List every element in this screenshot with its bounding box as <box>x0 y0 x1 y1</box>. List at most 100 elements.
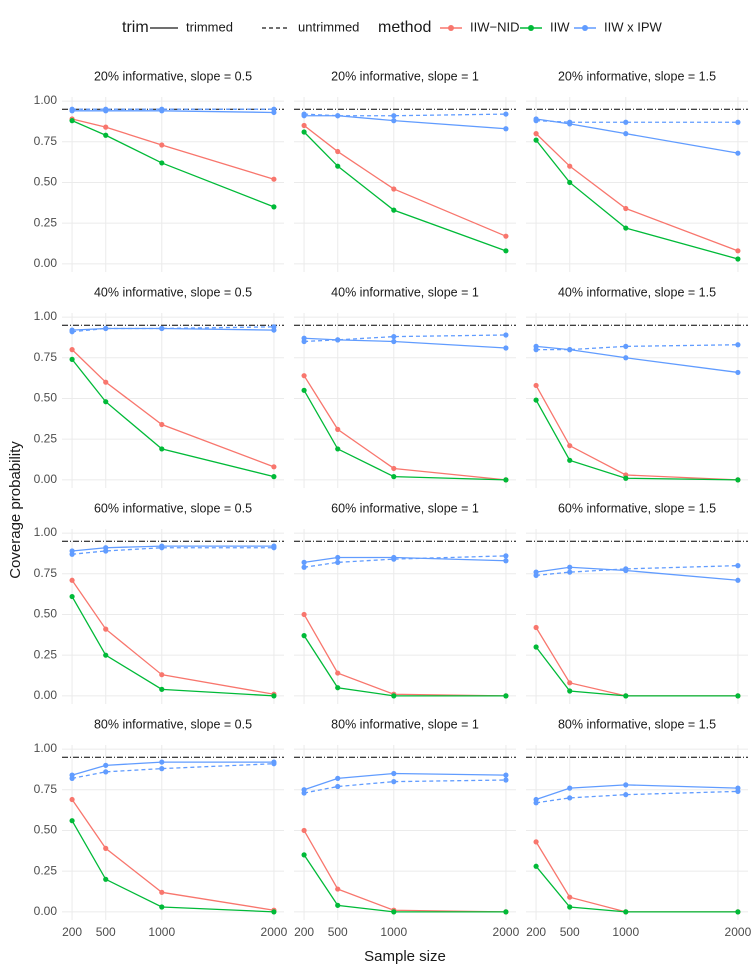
series-line <box>72 326 274 333</box>
data-point <box>735 693 741 699</box>
data-point <box>335 554 341 561</box>
series-line <box>72 110 274 114</box>
data-point <box>103 132 109 138</box>
panel-title: 20% informative, slope = 1 <box>331 69 479 83</box>
data-point <box>567 347 573 353</box>
data-point <box>623 693 629 699</box>
data-point <box>503 126 509 132</box>
data-point <box>159 889 165 895</box>
data-point <box>567 564 573 570</box>
series-line <box>535 784 738 801</box>
y-tick-label: 0.75 <box>34 134 58 148</box>
data-point <box>301 790 307 796</box>
panel-title: 60% informative, slope = 1.5 <box>558 501 716 515</box>
data-point <box>503 111 509 117</box>
data-point <box>159 142 165 148</box>
data-point <box>503 777 509 783</box>
data-point <box>623 343 629 349</box>
data-point <box>533 347 539 353</box>
series-line <box>71 118 275 180</box>
data-point <box>159 686 165 692</box>
data-point <box>533 863 539 869</box>
data-point <box>533 131 539 137</box>
data-point <box>103 762 109 768</box>
data-point <box>623 119 629 125</box>
series-line <box>303 124 507 237</box>
x-tick-label: 200 <box>294 925 314 939</box>
data-point <box>271 761 277 767</box>
y-axis-label: Coverage probability <box>7 441 24 579</box>
data-point <box>271 106 277 112</box>
data-point <box>159 766 165 772</box>
data-point <box>735 248 741 254</box>
legend-label: IIW <box>550 19 570 34</box>
data-point <box>69 551 75 557</box>
data-point <box>301 338 307 345</box>
series-line <box>303 635 506 697</box>
series-line <box>304 337 506 349</box>
series-line <box>71 120 275 208</box>
data-point <box>533 118 539 124</box>
data-point <box>103 106 109 112</box>
data-point <box>567 119 573 125</box>
data-point <box>301 611 307 618</box>
data-point <box>103 124 109 130</box>
data-point <box>567 904 573 910</box>
panel-title: 60% informative, slope = 1 <box>331 501 479 515</box>
series-line <box>303 375 506 481</box>
series-line <box>72 327 274 331</box>
data-point <box>301 559 307 565</box>
y-tick-label: 0.25 <box>34 863 58 877</box>
data-point <box>69 593 75 600</box>
data-point <box>271 204 277 210</box>
series-line <box>535 646 738 697</box>
data-point <box>391 334 397 340</box>
data-point <box>103 652 109 658</box>
series-line <box>535 399 738 481</box>
data-point <box>735 342 741 348</box>
data-point <box>623 792 629 798</box>
data-point <box>567 443 573 449</box>
data-point <box>735 563 741 569</box>
x-axis-label: Sample size <box>364 948 446 965</box>
panel-title: 20% informative, slope = 0.5 <box>94 69 252 83</box>
x-tick-label: 500 <box>560 925 580 939</box>
data-point <box>567 680 573 686</box>
data-point <box>301 387 307 393</box>
data-point <box>103 325 109 332</box>
data-point <box>503 553 509 559</box>
data-point <box>533 397 539 403</box>
y-tick-label: 0.25 <box>34 215 58 229</box>
data-point <box>271 324 277 330</box>
y-tick-label: 0.50 <box>34 391 58 405</box>
legend-swatch <box>528 25 534 31</box>
panel-title: 40% informative, slope = 1.5 <box>558 285 716 299</box>
data-point <box>103 876 109 882</box>
series-line <box>535 139 739 260</box>
data-point <box>735 150 741 156</box>
data-point <box>301 111 307 117</box>
data-point <box>301 373 307 379</box>
series-line <box>303 779 506 794</box>
data-point <box>301 564 307 570</box>
data-point <box>623 782 629 788</box>
x-tick-label: 200 <box>526 925 546 939</box>
data-point <box>335 783 341 790</box>
panel-title: 60% informative, slope = 0.5 <box>94 501 252 515</box>
series-line <box>304 113 506 117</box>
data-point <box>69 818 75 824</box>
data-point <box>567 179 573 186</box>
y-tick-label: 0.50 <box>34 175 58 189</box>
data-point <box>623 909 629 915</box>
data-point <box>391 556 397 562</box>
data-point <box>335 163 341 169</box>
data-point <box>391 779 397 785</box>
panel-title: 40% informative, slope = 0.5 <box>94 285 252 299</box>
data-point <box>391 909 397 915</box>
data-point <box>301 852 307 858</box>
data-point <box>503 233 509 239</box>
data-point <box>159 160 165 166</box>
series-line <box>303 830 506 913</box>
series-line <box>535 841 738 913</box>
data-point <box>533 572 539 578</box>
